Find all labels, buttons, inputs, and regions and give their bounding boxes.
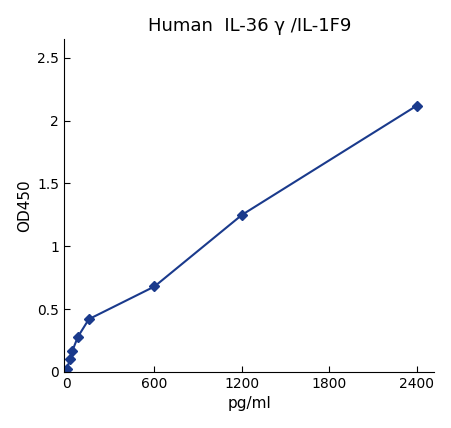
X-axis label: pg/ml: pg/ml <box>227 396 271 411</box>
Title: Human  IL-36 γ /IL-1F9: Human IL-36 γ /IL-1F9 <box>147 17 350 35</box>
Y-axis label: OD450: OD450 <box>17 179 32 232</box>
